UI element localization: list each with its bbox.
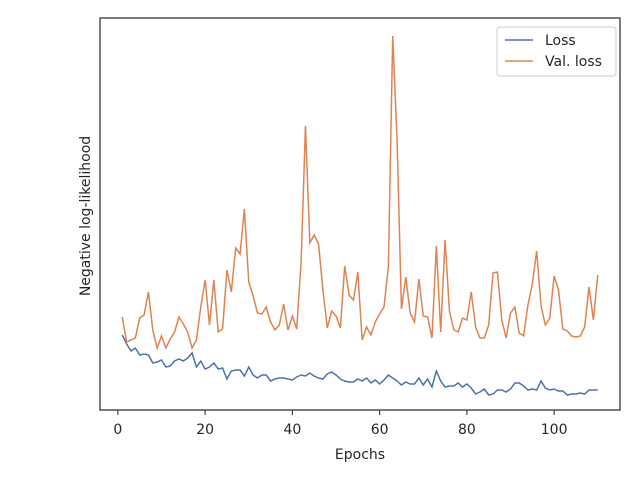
x-tick-label: 40 (283, 422, 301, 438)
x-tick-label: 20 (196, 422, 214, 438)
x-axis-label: Epochs (335, 447, 385, 463)
data-line (121, 35, 599, 351)
x-tick-label: 100 (541, 422, 568, 438)
x-tick-label: 80 (458, 422, 476, 438)
legend-label: Loss (545, 33, 576, 49)
x-tick-label: 0 (113, 422, 122, 438)
legend-label: Val. loss (545, 54, 602, 70)
plot-frame (99, 17, 621, 411)
data-line (121, 334, 598, 396)
x-tick-label: 60 (371, 422, 389, 438)
y-axis-label: Negative log-likelihood (78, 136, 94, 296)
